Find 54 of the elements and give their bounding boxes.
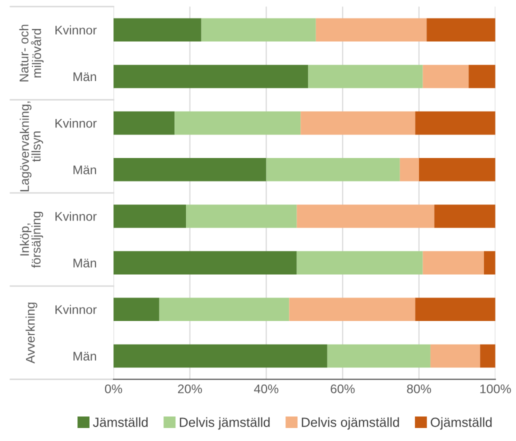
- bar: [114, 298, 160, 322]
- x-tick-label: 80%: [407, 384, 432, 394]
- bar: [422, 251, 484, 274]
- bar: [468, 64, 496, 88]
- x-tick-label: 100%: [480, 384, 511, 394]
- bar: [415, 298, 496, 322]
- bar: [430, 344, 480, 368]
- y-tick-label: Män: [74, 72, 96, 82]
- text: Inköp, försäljning: [20, 212, 44, 268]
- legend-label: Delvis ojämställd: [302, 417, 399, 430]
- bar: [400, 158, 419, 182]
- legend-label: Ojämställd: [430, 417, 492, 430]
- y-tick-label: Kvinnor: [56, 304, 97, 314]
- legend-label: Jämställd: [92, 417, 148, 427]
- bar: [114, 18, 202, 42]
- bar: [316, 18, 427, 42]
- bar: [289, 298, 416, 322]
- text: Avverkning: [26, 302, 38, 364]
- bar: [327, 344, 430, 368]
- x-tick-label: 60%: [330, 384, 355, 394]
- y-tick-label: Män: [74, 352, 96, 361]
- bar: [174, 111, 301, 135]
- x-tick-label: 40%: [254, 384, 278, 394]
- bar: [480, 344, 496, 368]
- bar: [422, 64, 469, 88]
- legend-label: Delvis jämställd: [180, 417, 270, 430]
- bar: [114, 111, 175, 135]
- bar: [201, 18, 316, 42]
- text: Natur- och miljövård: [19, 24, 44, 82]
- bar: [114, 158, 266, 182]
- bar: [426, 18, 496, 42]
- bar: [114, 251, 297, 274]
- bar: [300, 111, 416, 135]
- bar: [434, 204, 496, 228]
- y-tick-label: Kvinnor: [56, 118, 97, 128]
- bar: [159, 298, 290, 322]
- y-tick-label: Kvinnor: [56, 25, 97, 35]
- bar: [308, 64, 423, 88]
- bar: [114, 64, 308, 88]
- bar: [296, 251, 423, 274]
- x-tick-label: 0%: [104, 384, 122, 394]
- bar: [186, 204, 297, 228]
- y-tick-label: Män: [74, 258, 96, 268]
- bar: [114, 344, 328, 368]
- y-tick-label: Män: [74, 166, 96, 174]
- bar: [418, 158, 496, 182]
- bar: [296, 204, 434, 228]
- y-tick-label: Kvinnor: [56, 212, 97, 221]
- bar: [484, 251, 496, 274]
- bar: [415, 111, 496, 135]
- bar: [114, 204, 186, 228]
- bar: [266, 158, 400, 182]
- text: Lagövervakning, tillsyn: [20, 102, 44, 192]
- x-tick-label: 20%: [178, 384, 202, 394]
